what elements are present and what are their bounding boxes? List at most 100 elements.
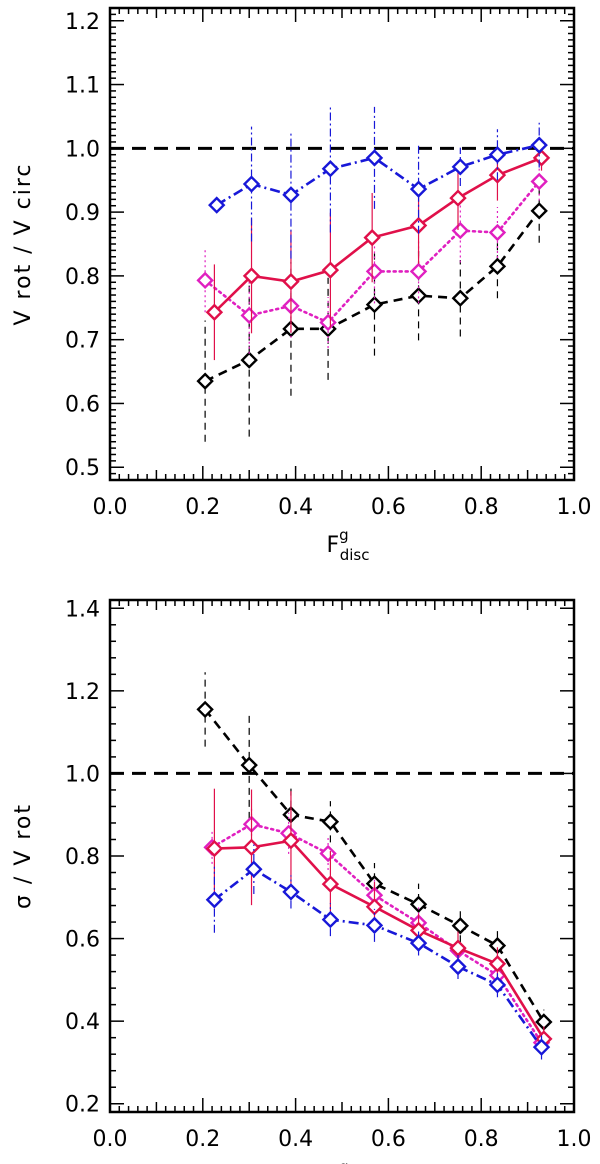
- data-point: [363, 228, 381, 247]
- series-blue: [205, 844, 551, 1060]
- data-point: [321, 261, 340, 279]
- data-point: [205, 839, 224, 858]
- data-point: [449, 957, 467, 976]
- y-tick-label: 0.6: [65, 928, 100, 953]
- data-point: [208, 196, 226, 214]
- x-axis-label-main: F: [327, 533, 340, 558]
- data-point: [245, 860, 263, 878]
- x-tick-label: 0.2: [185, 495, 220, 520]
- y-tick-label: 1.1: [65, 74, 100, 99]
- axes-frame: [108, 6, 576, 482]
- y-tick-label: 1.0: [65, 762, 100, 787]
- data-point: [365, 916, 384, 935]
- data-point: [319, 844, 337, 863]
- data-point: [321, 875, 340, 893]
- data-point: [451, 158, 470, 176]
- data-point: [451, 917, 470, 935]
- y-axis-label: σ / V rot: [11, 803, 36, 909]
- top-panel: 0.0 0.2 0.4 0.6 0.8 1.0 0.5 0.6 0.7 0.8 0.9 1.0 1.1 1…: [11, 6, 592, 564]
- x-axis-label-sup: g: [339, 526, 349, 544]
- series-magenta: [196, 162, 548, 354]
- data-point: [282, 272, 300, 291]
- data-point: [488, 955, 507, 973]
- data-point: [488, 257, 507, 276]
- data-point: [321, 813, 340, 831]
- data-point: [365, 262, 384, 281]
- data-point: [319, 313, 337, 332]
- data-point: [409, 180, 428, 198]
- data-point: [196, 700, 214, 719]
- series-red: [205, 145, 551, 361]
- data-point: [365, 898, 384, 916]
- data-point: [530, 136, 548, 154]
- y-tick-label: 1.2: [65, 680, 100, 705]
- data-point: [530, 172, 548, 191]
- y-tick-label: 0.8: [65, 845, 100, 870]
- series-blue: [208, 104, 548, 259]
- data-point: [321, 910, 340, 929]
- bottom-panel: 0.0 0.2 0.4 0.6 0.8 1.0 0.2 0.4 0.6 0.8 1.0 1.2 1.4 F…: [11, 597, 592, 1164]
- y-tick-label: 1.2: [65, 10, 100, 35]
- data-point: [409, 895, 428, 914]
- data-point: [242, 175, 261, 193]
- axes-frame: [108, 598, 576, 1114]
- series-line: [204, 210, 541, 383]
- data-point: [449, 189, 467, 207]
- y-tick-label: 0.7: [65, 329, 100, 354]
- data-point: [451, 221, 470, 240]
- y-tick-label: 0.5: [65, 456, 100, 481]
- data-point: [282, 832, 300, 850]
- series-red: [205, 788, 553, 1052]
- x-tick-label: 1.0: [557, 495, 592, 520]
- x-tick-label: 0.6: [371, 1127, 406, 1152]
- x-axis-label: Fg disc: [327, 526, 370, 564]
- data-point: [532, 149, 551, 167]
- y-tick-label: 0.9: [65, 201, 100, 226]
- data-point: [365, 149, 384, 167]
- x-tick-label: 0.6: [371, 495, 406, 520]
- x-tick-label: 0.4: [278, 495, 313, 520]
- data-point: [205, 303, 224, 321]
- data-point: [282, 883, 300, 901]
- x-tick-label: 0.2: [185, 1127, 220, 1152]
- y-tick-label: 0.4: [65, 1010, 100, 1035]
- data-point: [530, 202, 548, 220]
- data-point: [451, 289, 470, 307]
- data-point: [282, 186, 300, 204]
- data-point: [365, 295, 384, 314]
- y-tick-label: 0.2: [65, 1093, 100, 1118]
- x-tick-label: 0.4: [278, 1127, 313, 1152]
- data-point: [205, 891, 224, 909]
- series-line: [214, 839, 545, 1040]
- data-point: [321, 160, 340, 178]
- data-point: [240, 756, 258, 774]
- series-line: [204, 708, 545, 1023]
- y-tick-label: 1.0: [65, 137, 100, 162]
- data-point: [488, 976, 507, 994]
- data-point: [242, 267, 261, 285]
- data-point: [240, 351, 258, 369]
- data-point: [488, 223, 507, 242]
- y-axis-label: V rot / V circ: [11, 163, 36, 326]
- data-point: [488, 146, 507, 164]
- x-tick-label: 0.8: [464, 495, 499, 520]
- data-point: [240, 306, 258, 325]
- data-point: [196, 271, 214, 290]
- y-tick-label: 1.4: [65, 597, 100, 622]
- data-point: [409, 262, 428, 281]
- x-axis-label-sup: g: [339, 1158, 349, 1164]
- series-line: [210, 822, 543, 1044]
- x-tick-label: 1.0: [557, 1127, 592, 1152]
- y-tick-label: 0.6: [65, 392, 100, 417]
- x-tick-label: 0.0: [93, 1127, 128, 1152]
- y-tick-label: 0.8: [65, 265, 100, 290]
- data-point: [242, 838, 261, 857]
- data-point: [409, 286, 428, 305]
- data-point: [532, 1038, 551, 1056]
- data-point: [196, 372, 214, 390]
- x-tick-label: 0.8: [464, 1127, 499, 1152]
- x-axis-label-sub: disc: [340, 546, 370, 564]
- data-point: [409, 934, 428, 952]
